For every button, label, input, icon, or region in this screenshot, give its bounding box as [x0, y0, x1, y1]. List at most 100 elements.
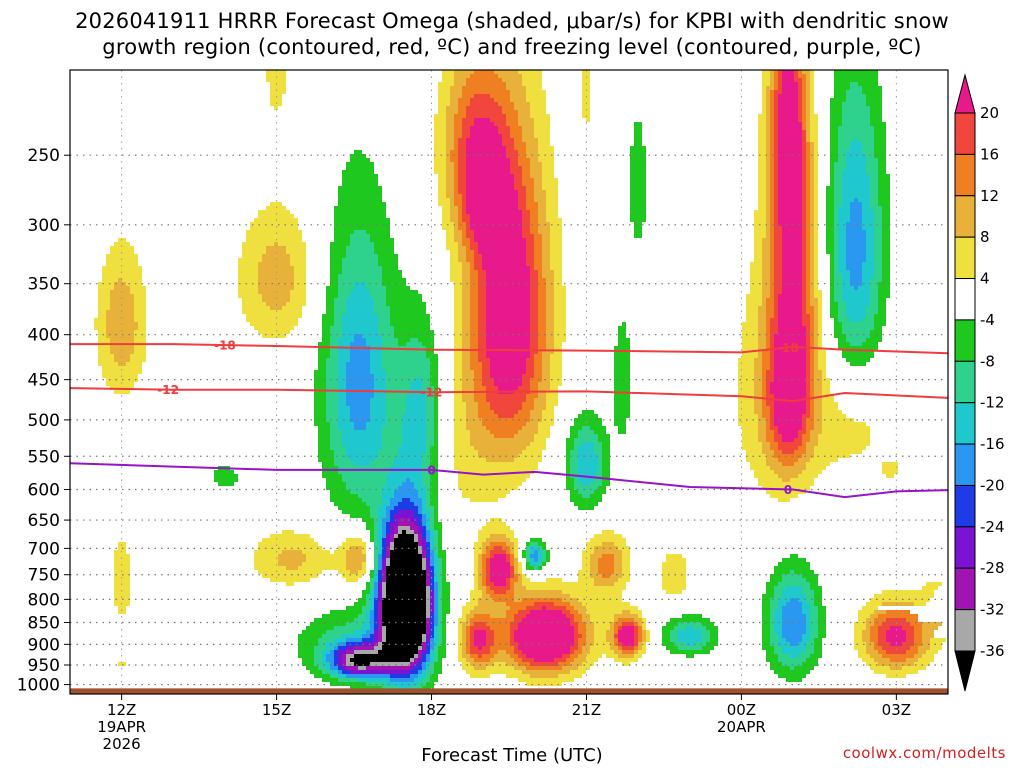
omega-cell — [518, 562, 522, 566]
omega-cell — [834, 186, 842, 190]
omega-cell — [438, 110, 446, 114]
surface-band-layer — [70, 688, 948, 694]
omega-cell — [374, 298, 386, 302]
omega-cell — [114, 358, 130, 362]
omega-cell — [438, 658, 442, 662]
omega-cell — [810, 390, 814, 394]
omega-cell — [806, 422, 814, 426]
omega-cell — [134, 298, 146, 302]
omega-cell — [770, 154, 774, 158]
omega-cell — [446, 126, 454, 130]
omega-cell — [522, 126, 534, 130]
omega-cell — [418, 526, 422, 530]
omega-cell — [882, 206, 890, 210]
omega-cell — [754, 234, 766, 238]
omega-cell — [386, 514, 390, 518]
omega-cell — [458, 626, 462, 630]
omega-cell — [822, 378, 830, 382]
omega-cell — [518, 154, 526, 158]
omega-cell — [746, 302, 762, 306]
omega-cell — [98, 358, 114, 362]
omega-cell — [554, 346, 562, 350]
omega-cell — [330, 682, 366, 686]
omega-cell — [478, 290, 486, 294]
omega-cell — [366, 602, 370, 606]
omega-cell — [814, 262, 818, 266]
omega-cell — [806, 234, 810, 238]
omega-cell — [542, 370, 550, 374]
omega-cell — [454, 382, 462, 386]
omega-cell — [530, 378, 542, 382]
credit-link[interactable]: coolwx.com/modelts — [842, 744, 1006, 762]
omega-cell — [454, 462, 538, 466]
omega-cell — [386, 402, 406, 406]
omega-cell — [450, 218, 458, 222]
omega-cell — [830, 290, 834, 294]
omega-cell — [366, 502, 382, 506]
omega-cell — [870, 206, 882, 210]
omega-cell — [382, 494, 394, 498]
omega-cell — [522, 382, 530, 386]
omega-cell — [382, 550, 386, 554]
omega-cell — [806, 466, 826, 470]
omega-cell — [366, 618, 370, 622]
omega-cell — [574, 502, 598, 506]
omega-cell — [470, 246, 478, 250]
omega-cell — [598, 558, 614, 562]
omega-cell — [882, 238, 890, 242]
omega-cell — [462, 358, 470, 362]
omega-cell — [918, 646, 930, 650]
omega-cell — [762, 250, 770, 254]
omega-cell — [446, 186, 454, 190]
omega-cell — [386, 562, 390, 566]
omega-cell — [446, 242, 458, 246]
y-tick-label: 500 — [28, 411, 60, 431]
omega-cell — [458, 210, 462, 214]
omega-cell — [386, 582, 426, 586]
omega-cell — [758, 426, 766, 430]
omega-cell — [454, 238, 462, 242]
omega-cell — [766, 154, 770, 158]
omega-cell — [518, 70, 542, 74]
omega-cell — [470, 594, 482, 598]
omega-cell — [474, 262, 482, 266]
omega-cell — [430, 610, 434, 614]
omega-cell — [810, 174, 814, 178]
omega-cell — [534, 250, 542, 254]
omega-cell — [874, 218, 882, 222]
omega-cell — [862, 214, 874, 218]
omega-cell — [790, 666, 794, 670]
omega-cell — [526, 586, 626, 590]
omega-cell — [382, 614, 426, 618]
omega-cell — [538, 322, 546, 326]
omega-cell — [338, 198, 382, 202]
omega-cell — [806, 390, 810, 394]
omega-cell — [446, 170, 454, 174]
omega-cell — [350, 290, 370, 294]
omega-cell — [778, 154, 802, 158]
omega-cell — [846, 242, 866, 246]
omega-cell — [766, 210, 770, 214]
omega-cell — [858, 82, 878, 86]
omega-cell — [814, 398, 822, 402]
omega-cell — [638, 638, 642, 642]
omega-cell — [510, 550, 514, 554]
omega-cell — [438, 102, 450, 106]
omega-cell — [686, 654, 694, 658]
omega-cell — [806, 158, 810, 162]
omega-cell — [458, 166, 466, 170]
omega-cell — [338, 278, 382, 282]
omega-cell — [806, 162, 810, 166]
omega-cell — [506, 554, 510, 558]
omega-cell — [506, 114, 518, 118]
omega-cell — [754, 242, 762, 246]
omega-cell — [346, 310, 374, 314]
omega-cell — [618, 618, 634, 622]
omega-cell — [454, 350, 462, 354]
omega-cell — [538, 550, 542, 554]
omega-cell — [438, 582, 442, 586]
omega-cell — [766, 398, 774, 402]
omega-cell — [834, 258, 838, 262]
omega-cell — [574, 638, 578, 642]
omega-cell — [830, 110, 842, 114]
